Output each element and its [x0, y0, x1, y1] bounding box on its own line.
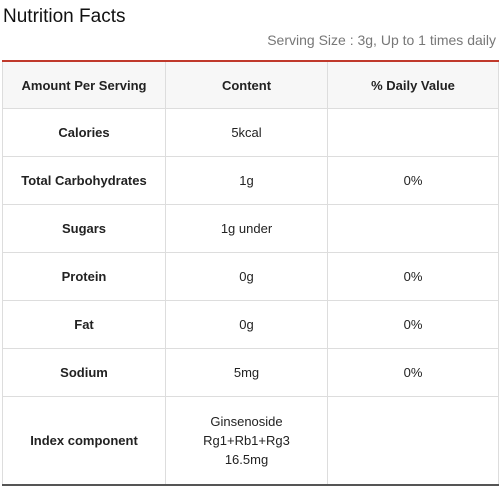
nutrition-table: Amount Per Serving Content% Daily Value C… — [2, 60, 499, 486]
table-row: Fat 0g 0% — [2, 300, 499, 349]
column-header: Content — [165, 60, 328, 109]
table-cell: 0% — [327, 156, 499, 205]
table-row: Protein 0g 0% — [2, 252, 499, 301]
table-cell — [327, 108, 499, 157]
table-row: Calories 5kcal — [2, 108, 499, 157]
table-row: Sugars 1g under — [2, 204, 499, 253]
title: Nutrition Facts — [3, 6, 126, 27]
table-cell: 1g under — [165, 204, 328, 253]
row-label: Sugars — [2, 204, 166, 253]
table-cell: 5mg — [165, 348, 328, 397]
header-row: Amount Per Serving Content% Daily Value — [2, 60, 499, 109]
table-row: Total Carbohydrates 1g 0% — [2, 156, 499, 205]
table-row: Index component Ginsenoside Rg1+Rb1+Rg3 16.… — [2, 396, 499, 486]
row-label: Index component — [2, 396, 166, 486]
table-cell — [327, 396, 499, 486]
table-cell: 0g — [165, 252, 328, 301]
table-cell: 0% — [327, 300, 499, 349]
row-label: Calories — [2, 108, 166, 157]
cell-line: Ginsenoside — [210, 414, 283, 429]
column-header: % Daily Value — [327, 60, 499, 109]
table-cell: 1g — [165, 156, 328, 205]
table-cell: 0% — [327, 252, 499, 301]
serving-size: Serving Size : 3g, Up to 1 times daily — [267, 32, 496, 48]
row-label: Sodium — [2, 348, 166, 397]
table-cell: 0% — [327, 348, 499, 397]
table-cell: Ginsenoside Rg1+Rb1+Rg3 16.5mg — [165, 396, 328, 486]
row-label: Total Carbohydrates — [2, 156, 166, 205]
cell-line: 16.5mg — [224, 452, 269, 467]
table-cell — [327, 204, 499, 253]
row-label: Fat — [2, 300, 166, 349]
cell-line: Rg1+Rb1+Rg3 — [203, 433, 290, 448]
column-header: Amount Per Serving — [2, 60, 166, 109]
table-cell: 5kcal — [165, 108, 328, 157]
table-row: Sodium 5mg 0% — [2, 348, 499, 397]
row-label: Protein — [2, 252, 166, 301]
table-cell: 0g — [165, 300, 328, 349]
